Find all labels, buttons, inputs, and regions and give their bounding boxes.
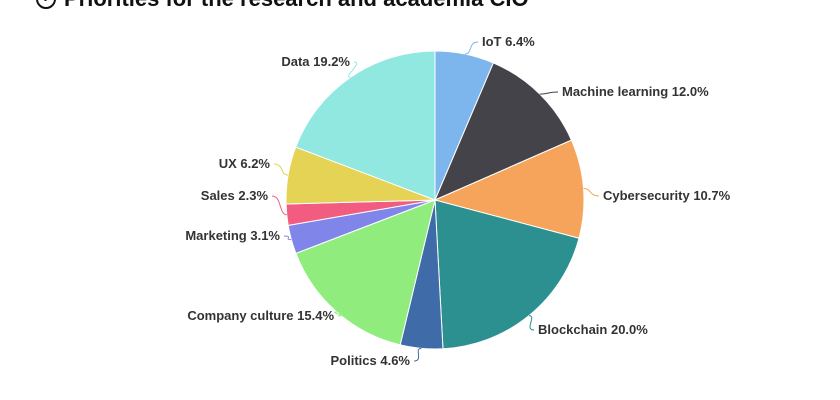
data-label-politics: Politics 4.6% — [331, 353, 411, 368]
pie-slice-company-culture[interactable] — [295, 199, 436, 346]
leader-line-data — [348, 61, 358, 78]
chart-title: Priorities for the research and academia… — [64, 0, 529, 12]
leader-line-machine-learning — [539, 91, 559, 95]
data-label-iot: IoT 6.4% — [482, 34, 535, 49]
data-label-ux: UX 6.2% — [219, 156, 271, 171]
data-label-blockchain: Blockchain 20.0% — [538, 322, 648, 337]
data-label-sales: Sales 2.3% — [201, 188, 269, 203]
leader-line-company-culture — [334, 311, 342, 317]
data-label-marketing: Marketing 3.1% — [185, 228, 280, 243]
pie-slice-cybersecurity[interactable] — [433, 139, 585, 239]
leader-line-politics — [413, 347, 422, 362]
leader-line-blockchain — [528, 315, 535, 331]
data-label-company-culture: Company culture 15.4% — [187, 308, 334, 323]
leader-line-marketing — [283, 235, 292, 241]
leader-line-ux — [273, 163, 289, 176]
leader-line-sales — [271, 195, 287, 216]
data-label-machine-learning: Machine learning 12.0% — [562, 84, 709, 99]
chart-title-row: Priorities for the research and academia… — [36, 0, 529, 12]
leader-line-cybersecurity — [583, 188, 600, 197]
data-label-data: Data 19.2% — [281, 54, 350, 69]
leader-line-iot — [464, 41, 479, 55]
pie-slice-machine-learning[interactable] — [434, 62, 573, 201]
pie-slice-blockchain[interactable] — [434, 199, 580, 350]
data-label-cybersecurity: Cybersecurity 10.7% — [603, 188, 731, 203]
